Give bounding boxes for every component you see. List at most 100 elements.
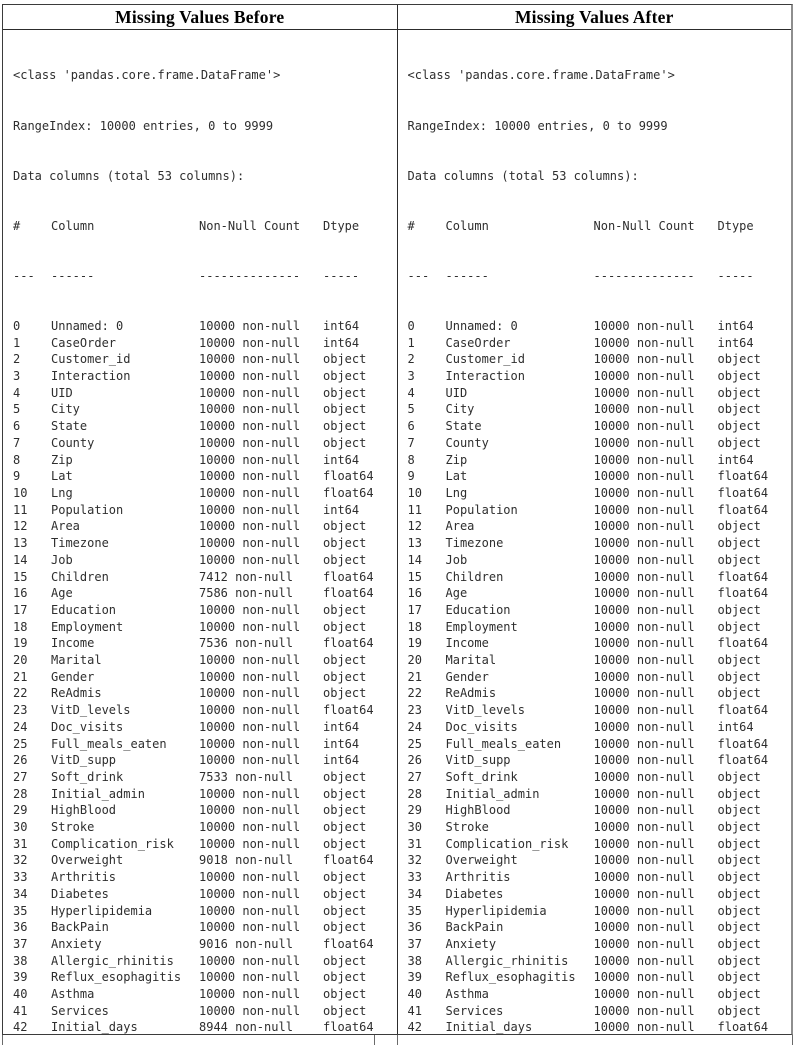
row-column-name: Stroke [51,820,95,835]
row-column-name: Age [51,586,73,601]
row-dtype: object [323,669,367,684]
row-index: 36 [407,920,422,935]
row-nonnull-count: 10000 non-null [199,318,301,333]
info-row: 38 Allergic_rhinitis 10000 non-null object [13,953,393,970]
row-column-name: Gender [51,669,95,684]
row-column-name: City [445,402,475,417]
info-row: 13 Timezone 10000 non-null object [13,535,393,552]
row-nonnull-count: 10000 non-null [593,803,695,818]
row-dtype: float64 [717,736,769,751]
info-row: 24 Doc_visits 10000 non-null int64 [13,719,393,736]
row-index: 3 [407,369,415,384]
row-dtype: object [323,369,367,384]
header-column: Column [51,218,95,233]
row-dtype: object [717,352,761,367]
header-index: # [407,218,415,233]
row-index: 7 [13,435,21,450]
data-columns-line: Data columns (total 53 columns): [13,168,245,183]
row-dtype: object [323,987,367,1002]
row-column-name: Complication_risk [51,836,174,851]
info-row: 36 BackPain 10000 non-null object [13,919,393,936]
row-column-name: BackPain [445,920,504,935]
row-column-name: Population [51,502,124,517]
info-row: 30 Stroke 10000 non-null object [408,819,788,836]
table-gridline [792,1035,793,1045]
row-dtype: float64 [323,703,374,718]
info-row: 0 Unnamed: 0 10000 non-null int64 [408,318,788,335]
info-row: 30 Stroke 10000 non-null object [13,819,393,836]
row-index: 25 [407,736,422,751]
row-dtype: int64 [323,502,360,517]
row-column-name: Unnamed: 0 [51,318,124,333]
info-row: 31 Complication_risk 10000 non-null object [13,836,393,853]
info-row: 28 Initial_admin 10000 non-null object [408,786,788,803]
info-row: 31 Complication_risk 10000 non-null object [408,836,788,853]
info-row: 33 Arthritis 10000 non-null object [13,869,393,886]
row-nonnull-count: 10000 non-null [199,753,301,768]
row-dtype: object [717,435,761,450]
row-dtype: object [717,903,761,918]
row-nonnull-count: 10000 non-null [199,419,301,434]
row-column-name: CaseOrder [51,335,117,350]
row-column-name: Allergic_rhinitis [445,953,569,968]
row-dtype: int64 [323,335,360,350]
row-index: 6 [407,419,415,434]
row-dtype: object [717,936,761,951]
row-dtype: object [717,803,761,818]
row-nonnull-count: 10000 non-null [199,1003,301,1018]
info-row: 20 Marital 10000 non-null object [13,652,393,669]
row-dtype: object [717,786,761,801]
row-dtype: object [717,536,761,551]
row-nonnull-count: 10000 non-null [199,452,301,467]
row-nonnull-count: 10000 non-null [199,987,301,1002]
info-row: 25 Full_meals_eaten 10000 non-null int64 [13,736,393,753]
row-column-name: Anxiety [445,936,497,951]
row-index: 0 [407,318,415,333]
header-dtype: Dtype [717,218,754,233]
row-dtype: float64 [717,753,769,768]
row-dtype: object [323,903,367,918]
row-column-name: UID [445,385,468,400]
row-column-name: UID [51,385,73,400]
row-dtype: object [717,653,761,668]
class-line: <class 'pandas.core.frame.DataFrame'> [13,68,281,83]
row-dtype: object [323,602,367,617]
header-index: # [13,218,21,233]
row-dtype: object [717,619,761,634]
info-row: 26 VitD_supp 10000 non-null int64 [13,752,393,769]
info-row: 23 VitD_levels 10000 non-null float64 [13,702,393,719]
panel-title-before: Missing Values Before [3,5,397,30]
row-index: 24 [407,719,422,734]
row-nonnull-count: 10000 non-null [593,903,695,918]
row-dtype: object [717,970,761,985]
row-column-name: Lng [51,485,73,500]
info-row: 10 Lng 10000 non-null float64 [408,485,788,502]
row-index: 4 [407,385,415,400]
row-nonnull-count: 10000 non-null [593,719,695,734]
row-column-name: Stroke [445,820,489,835]
row-index: 28 [407,786,422,801]
row-dtype: object [717,953,761,968]
row-dtype: float64 [717,485,769,500]
info-row: 40 Asthma 10000 non-null object [13,986,393,1003]
row-index: 34 [13,886,28,901]
row-index: 37 [13,936,28,951]
row-dtype: object [323,435,367,450]
row-nonnull-count: 10000 non-null [593,920,695,935]
row-index: 5 [407,402,415,417]
row-nonnull-count: 10000 non-null [199,369,301,384]
info-row: 15 Children 7412 non-null float64 [13,569,393,586]
row-nonnull-count: 10000 non-null [199,803,301,818]
row-nonnull-count: 10000 non-null [199,870,301,885]
row-column-name: Area [445,519,475,534]
row-dtype: object [323,786,367,801]
row-nonnull-count: 10000 non-null [593,870,695,885]
row-nonnull-count: 10000 non-null [199,536,301,551]
row-dtype: int64 [323,719,360,734]
row-nonnull-count: 10000 non-null [199,335,301,350]
separator-row: --- ------ -------------- ----- [408,268,788,285]
row-nonnull-count: 10000 non-null [593,402,695,417]
info-row: 28 Initial_admin 10000 non-null object [13,786,393,803]
row-nonnull-count: 10000 non-null [199,402,301,417]
row-index: 31 [407,836,422,851]
